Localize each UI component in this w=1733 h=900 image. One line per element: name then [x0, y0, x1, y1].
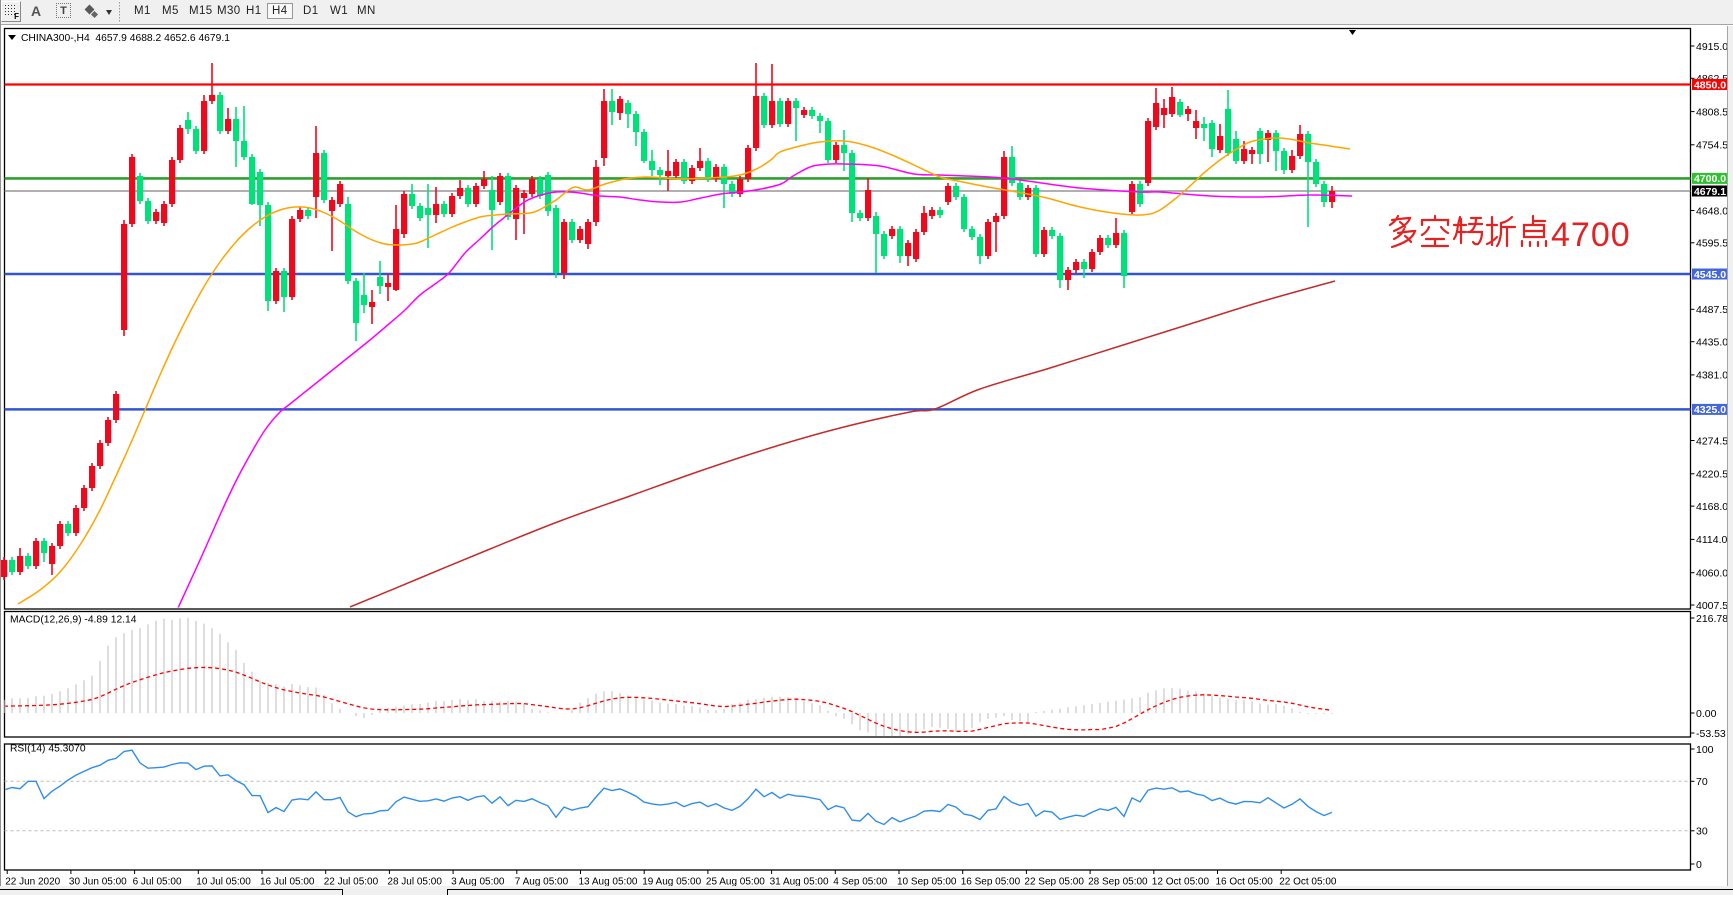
svg-text:0.00: 0.00: [1696, 708, 1717, 720]
svg-text:-53.53: -53.53: [1696, 728, 1726, 740]
svg-text:4114.0: 4114.0: [1696, 534, 1727, 546]
svg-text:216.78: 216.78: [1696, 613, 1728, 625]
svg-text:4700: 4700: [1551, 216, 1631, 254]
svg-text:4274.5: 4274.5: [1696, 435, 1728, 447]
svg-text:4595.5: 4595.5: [1696, 238, 1728, 250]
svg-text:4435.0: 4435.0: [1696, 337, 1728, 349]
svg-text:4325.0: 4325.0: [1694, 404, 1726, 416]
svg-text:10 Sep 05:00: 10 Sep 05:00: [897, 877, 957, 888]
svg-text:100: 100: [1696, 744, 1714, 756]
svg-text:70: 70: [1696, 776, 1708, 788]
svg-text:19 Aug 05:00: 19 Aug 05:00: [642, 877, 701, 888]
svg-text:CHINA300-,H4 4657.9 4688.2 46: CHINA300-,H4 4657.9 4688.2 4652.6 4679.1: [21, 33, 230, 44]
svg-text:4060.0: 4060.0: [1696, 568, 1728, 580]
svg-text:16 Jul 05:00: 16 Jul 05:00: [260, 877, 315, 888]
svg-text:16 Sep 05:00: 16 Sep 05:00: [961, 877, 1021, 888]
svg-text:31 Aug 05:00: 31 Aug 05:00: [770, 877, 829, 888]
svg-text:4700.0: 4700.0: [1694, 173, 1726, 185]
svg-text:7 Aug 05:00: 7 Aug 05:00: [515, 877, 569, 888]
svg-text:4 Sep 05:00: 4 Sep 05:00: [833, 877, 887, 888]
svg-text:22 Oct 05:00: 22 Oct 05:00: [1279, 877, 1337, 888]
svg-text:4915.0: 4915.0: [1696, 41, 1728, 53]
svg-text:30: 30: [1696, 826, 1708, 838]
svg-text:4168.0: 4168.0: [1696, 501, 1728, 513]
svg-text:16 Oct 05:00: 16 Oct 05:00: [1216, 877, 1274, 888]
svg-text:4381.0: 4381.0: [1696, 370, 1728, 382]
svg-text:28 Sep 05:00: 28 Sep 05:00: [1088, 877, 1148, 888]
svg-text:4487.5: 4487.5: [1696, 304, 1728, 316]
svg-text:4850.0: 4850.0: [1694, 79, 1726, 91]
svg-text:4808.5: 4808.5: [1696, 106, 1728, 118]
svg-text:MACD(12,26,9) -4.89 12.14: MACD(12,26,9) -4.89 12.14: [10, 615, 137, 626]
svg-text:22 Sep 05:00: 22 Sep 05:00: [1024, 877, 1084, 888]
svg-text:22 Jun 2020: 22 Jun 2020: [5, 877, 60, 888]
svg-text:13 Aug 05:00: 13 Aug 05:00: [579, 877, 638, 888]
svg-text:4754.5: 4754.5: [1696, 140, 1728, 152]
svg-text:4679.1: 4679.1: [1694, 186, 1726, 198]
svg-text:25 Aug 05:00: 25 Aug 05:00: [706, 877, 765, 888]
svg-text:RSI(14) 45.3070: RSI(14) 45.3070: [10, 744, 86, 755]
svg-text:4007.5: 4007.5: [1696, 600, 1728, 612]
svg-text:10 Jul 05:00: 10 Jul 05:00: [196, 877, 251, 888]
svg-text:12 Oct 05:00: 12 Oct 05:00: [1152, 877, 1210, 888]
svg-text:4220.5: 4220.5: [1696, 469, 1728, 481]
svg-text:6 Jul 05:00: 6 Jul 05:00: [133, 877, 182, 888]
svg-text:0: 0: [1696, 859, 1702, 871]
svg-text:28 Jul 05:00: 28 Jul 05:00: [387, 877, 442, 888]
svg-text:4648.0: 4648.0: [1696, 205, 1728, 217]
svg-text:22 Jul 05:00: 22 Jul 05:00: [324, 877, 379, 888]
svg-text:3 Aug 05:00: 3 Aug 05:00: [451, 877, 505, 888]
svg-text:4545.0: 4545.0: [1694, 269, 1726, 281]
svg-text:30 Jun 05:00: 30 Jun 05:00: [69, 877, 127, 888]
